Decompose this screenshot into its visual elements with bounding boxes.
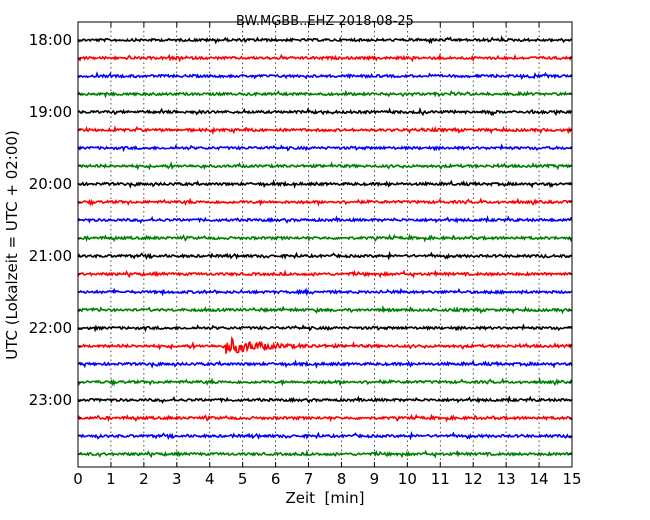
trace-2330 bbox=[77, 430, 573, 441]
trace-1845 bbox=[77, 89, 573, 99]
y-tick-label: 23:00 bbox=[29, 391, 72, 409]
trace-2245 bbox=[77, 377, 573, 387]
y-tick-label: 21:00 bbox=[29, 247, 72, 265]
x-tick-label: 10 bbox=[398, 470, 417, 488]
y-axis-label: UTC (Lokalzeit = UTC + 02:00) bbox=[3, 130, 21, 360]
trace-1800 bbox=[77, 35, 573, 45]
trace-2030 bbox=[77, 214, 573, 224]
y-tick-label: 18:00 bbox=[29, 31, 72, 49]
trace-2000 bbox=[77, 179, 573, 189]
x-tick-label: 8 bbox=[337, 470, 347, 488]
x-tick-label: 9 bbox=[370, 470, 380, 488]
x-tick-label: 13 bbox=[497, 470, 516, 488]
x-tick-label: 14 bbox=[530, 470, 549, 488]
trace-2100 bbox=[77, 250, 573, 261]
trace-1930 bbox=[77, 143, 573, 153]
trace-2115 bbox=[77, 269, 573, 279]
trace-1945 bbox=[77, 161, 573, 171]
trace-2015 bbox=[77, 197, 573, 207]
x-tick-label: 5 bbox=[238, 470, 248, 488]
x-tick-labels: 0 1 2 3 4 5 6 7 8 9 10 11 12 13 14 15 bbox=[73, 470, 581, 488]
x-axis-label: Zeit [min] bbox=[285, 489, 364, 507]
x-tick-label: 2 bbox=[139, 470, 149, 488]
y-tick-labels: 18:00 19:00 20:00 21:00 22:00 23:00 bbox=[29, 31, 72, 409]
x-tick-label: 3 bbox=[172, 470, 182, 488]
trace-2045 bbox=[77, 233, 573, 243]
trace-1815 bbox=[77, 53, 573, 63]
trace-2200 bbox=[77, 323, 573, 333]
x-tick-label: 12 bbox=[464, 470, 483, 488]
plot-frame bbox=[77, 21, 573, 468]
trace-2215 bbox=[77, 335, 572, 354]
x-tick-label: 0 bbox=[73, 470, 83, 488]
trace-1830 bbox=[77, 71, 573, 80]
x-tick-label: 15 bbox=[562, 470, 581, 488]
y-tick-label: 22:00 bbox=[29, 319, 72, 337]
y-tick-label: 20:00 bbox=[29, 175, 72, 193]
y-tick-label: 19:00 bbox=[29, 103, 72, 121]
x-tick-label: 11 bbox=[431, 470, 450, 488]
trace-2345 bbox=[77, 449, 573, 459]
trace-2300 bbox=[77, 395, 573, 404]
trace-1915 bbox=[77, 125, 573, 136]
x-tick-label: 6 bbox=[271, 470, 281, 488]
trace-2130 bbox=[77, 287, 573, 297]
trace-2230 bbox=[77, 359, 573, 369]
x-tick-label: 1 bbox=[106, 470, 116, 488]
trace-2315 bbox=[77, 413, 573, 423]
trace-1900 bbox=[77, 106, 573, 117]
x-tick-label: 4 bbox=[205, 470, 215, 488]
trace-group bbox=[77, 35, 573, 459]
x-tick-label: 7 bbox=[304, 470, 314, 488]
trace-2145 bbox=[77, 304, 573, 315]
